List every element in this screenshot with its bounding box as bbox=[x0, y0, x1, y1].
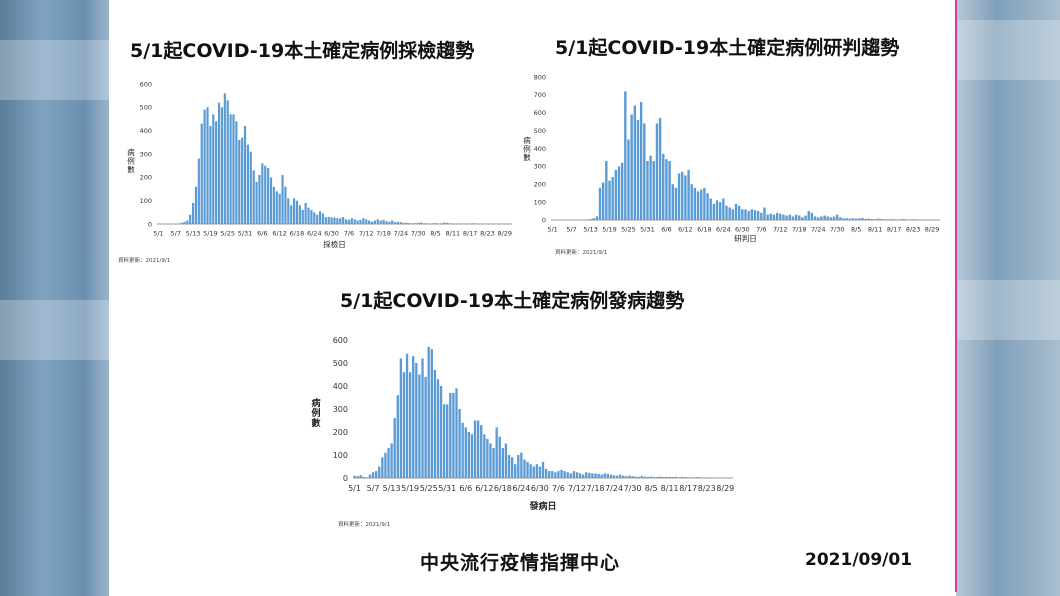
slide-edge-line bbox=[955, 0, 957, 592]
footer-organization: 中央流行疫情指揮中心 bbox=[420, 552, 621, 574]
chart-title-onset: 5/1起COVID-19本土確定病例發病趨勢 bbox=[340, 290, 685, 312]
slide-canvas bbox=[109, 0, 955, 596]
footer-date: 2021/09/01 bbox=[805, 550, 913, 570]
chart-title-determination: 5/1起COVID-19本土確定病例研判趨勢 bbox=[555, 37, 900, 59]
chart-title-sampling: 5/1起COVID-19本土確定病例採檢趨勢 bbox=[130, 40, 475, 62]
